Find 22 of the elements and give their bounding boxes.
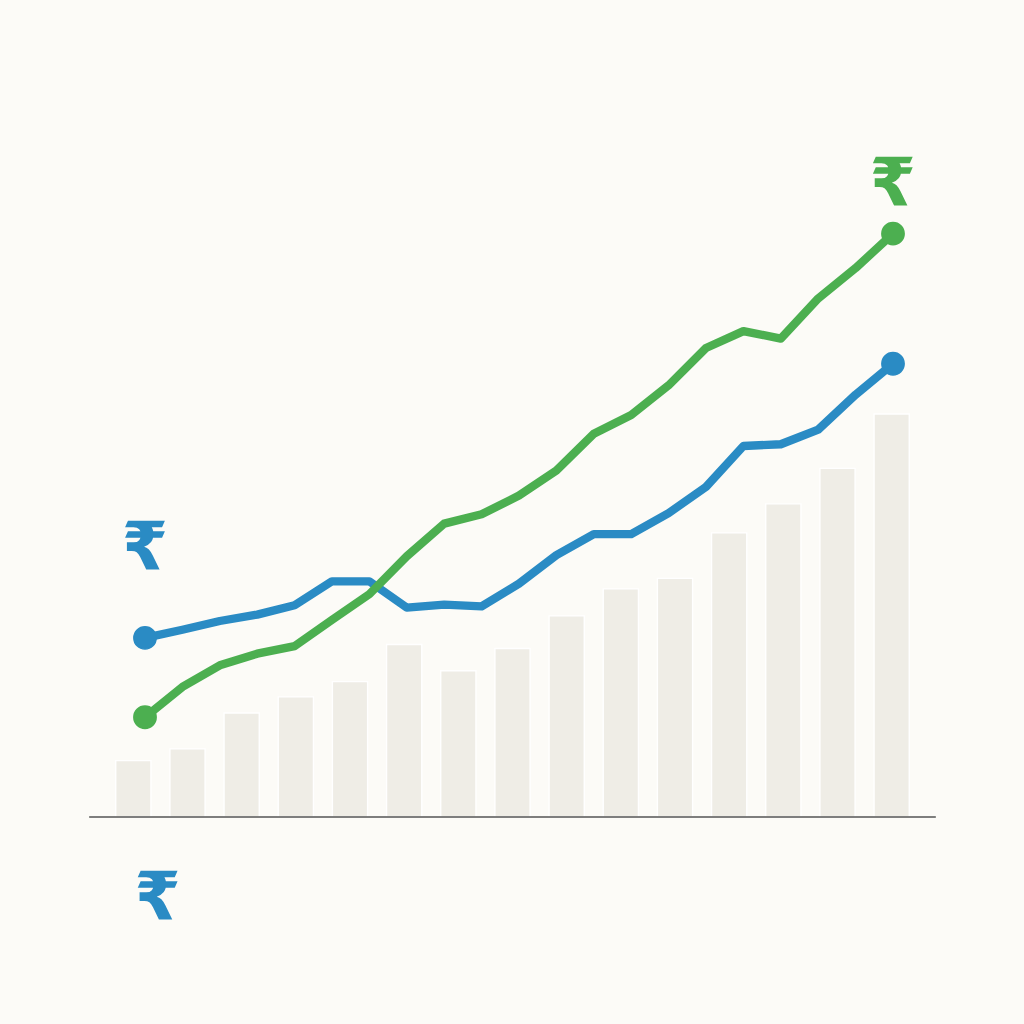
bar [385,643,423,817]
point [881,351,905,376]
bar [494,647,531,817]
bar [223,712,260,817]
bar [873,413,910,817]
bar [277,696,315,817]
point [881,221,905,246]
annotation: ₹ [125,520,165,570]
bar [819,467,856,817]
bar [548,615,585,817]
text: ₹ [137,870,178,920]
bar [765,503,802,817]
bar [169,748,206,817]
bar [440,670,477,817]
point [133,626,157,650]
bar [115,759,152,817]
text: ₹ [872,156,913,206]
bar [710,532,748,817]
bar [331,680,369,817]
bar [602,588,640,817]
bar [656,577,694,817]
point [133,705,157,730]
